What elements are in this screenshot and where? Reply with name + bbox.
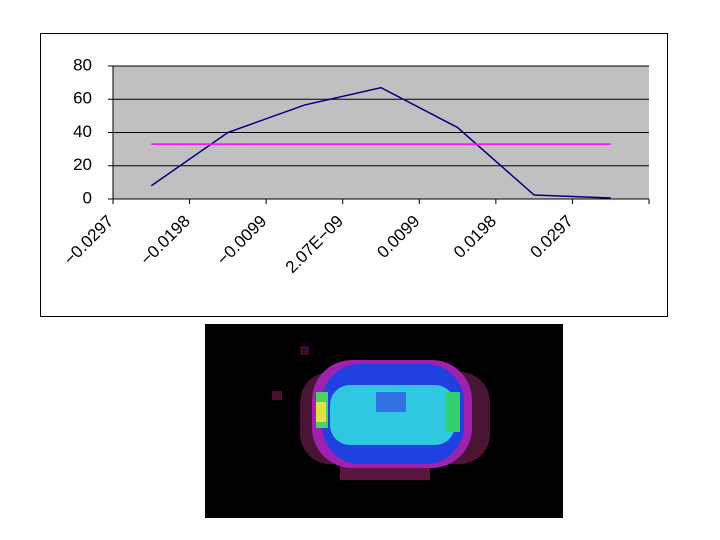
image-center — [330, 385, 455, 445]
image-pixel — [300, 346, 309, 355]
y-tick-label: 20 — [73, 155, 92, 174]
y-tick-label: 60 — [73, 89, 92, 108]
image-spot — [316, 402, 326, 422]
y-tick-label: 80 — [73, 55, 92, 74]
image-patch — [376, 392, 406, 412]
y-tick-label: 40 — [73, 122, 92, 141]
y-tick-label: 0 — [83, 188, 92, 207]
image-pixel — [272, 391, 282, 400]
heatmap-image — [205, 324, 563, 518]
image-edge — [446, 392, 460, 432]
data-line — [150, 86, 611, 199]
